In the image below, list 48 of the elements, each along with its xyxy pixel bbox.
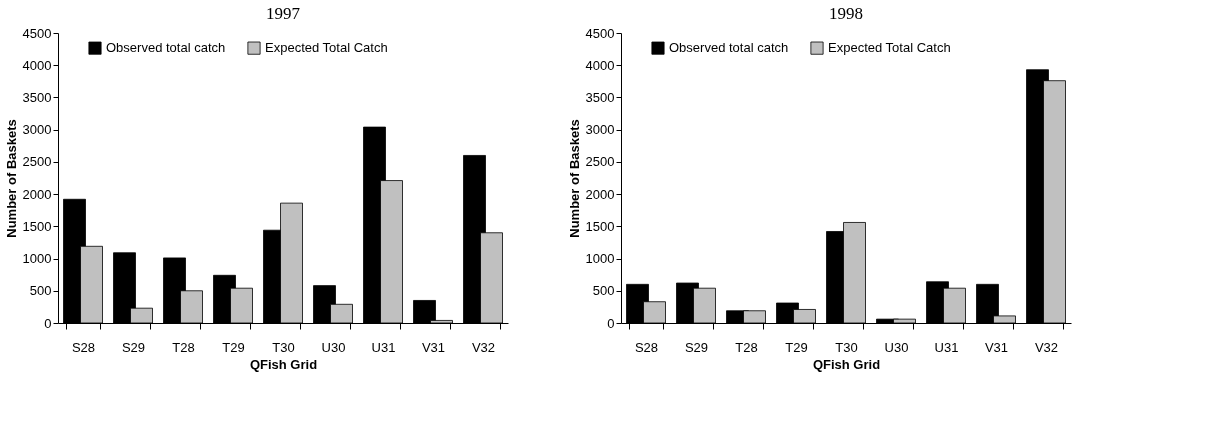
y-tick-label: 2500 bbox=[22, 154, 52, 170]
y-tick-label: 2000 bbox=[585, 186, 615, 202]
x-axis-title: QFish Grid bbox=[812, 356, 881, 372]
y-axis-title: Number of Baskets bbox=[566, 119, 582, 238]
x-tick-label: T28 bbox=[735, 339, 758, 355]
y-tick-label: 500 bbox=[592, 283, 615, 299]
y-tick-label: 3000 bbox=[585, 122, 615, 138]
chart-title: 1997 bbox=[266, 4, 301, 23]
y-tick-label: 1000 bbox=[22, 251, 52, 267]
legend-label: Observed total catch bbox=[106, 40, 226, 56]
y-tick-label: 4500 bbox=[585, 25, 615, 41]
y-tick-label: 1000 bbox=[585, 251, 615, 267]
x-tick-label: T30 bbox=[272, 339, 295, 355]
x-tick-label: T28 bbox=[172, 339, 195, 355]
x-tick-label: S29 bbox=[121, 339, 146, 355]
x-tick-label: U31 bbox=[934, 339, 959, 355]
y-tick-label: 1500 bbox=[585, 218, 615, 234]
x-tick-label: V32 bbox=[471, 339, 496, 355]
y-tick-label: 3000 bbox=[22, 122, 52, 138]
y-tick-label: 2000 bbox=[22, 186, 52, 202]
y-tick-label: 3500 bbox=[22, 89, 52, 105]
legend-label: Expected Total Catch bbox=[828, 40, 951, 56]
y-tick-label: 500 bbox=[29, 283, 52, 299]
y-tick-label: 1500 bbox=[22, 218, 52, 234]
x-tick-label: U30 bbox=[884, 339, 909, 355]
x-tick-label: S29 bbox=[684, 339, 709, 355]
x-tick-label: T29 bbox=[222, 339, 245, 355]
x-tick-label: V31 bbox=[984, 339, 1009, 355]
y-tick-label: 4000 bbox=[22, 57, 52, 73]
legend-label: Observed total catch bbox=[669, 40, 789, 56]
y-tick-label: 0 bbox=[44, 315, 52, 331]
x-tick-label: T30 bbox=[835, 339, 858, 355]
y-tick-label: 2500 bbox=[585, 154, 615, 170]
x-tick-label: S28 bbox=[634, 339, 659, 355]
x-tick-label: U31 bbox=[371, 339, 396, 355]
chart-title: 1998 bbox=[829, 4, 863, 23]
y-tick-label: 4000 bbox=[585, 57, 615, 73]
x-tick-label: T29 bbox=[785, 339, 808, 355]
legend-label: Expected Total Catch bbox=[265, 40, 388, 56]
x-tick-label: U30 bbox=[321, 339, 346, 355]
y-tick-label: 4500 bbox=[22, 25, 52, 41]
y-tick-label: 0 bbox=[607, 315, 615, 331]
y-axis-title: Number of Baskets bbox=[3, 119, 19, 238]
x-tick-label: V31 bbox=[421, 339, 446, 355]
x-tick-label: V32 bbox=[1034, 339, 1059, 355]
x-tick-label: S28 bbox=[71, 339, 96, 355]
x-axis-title: QFish Grid bbox=[249, 356, 318, 372]
y-tick-label: 3500 bbox=[585, 89, 615, 105]
